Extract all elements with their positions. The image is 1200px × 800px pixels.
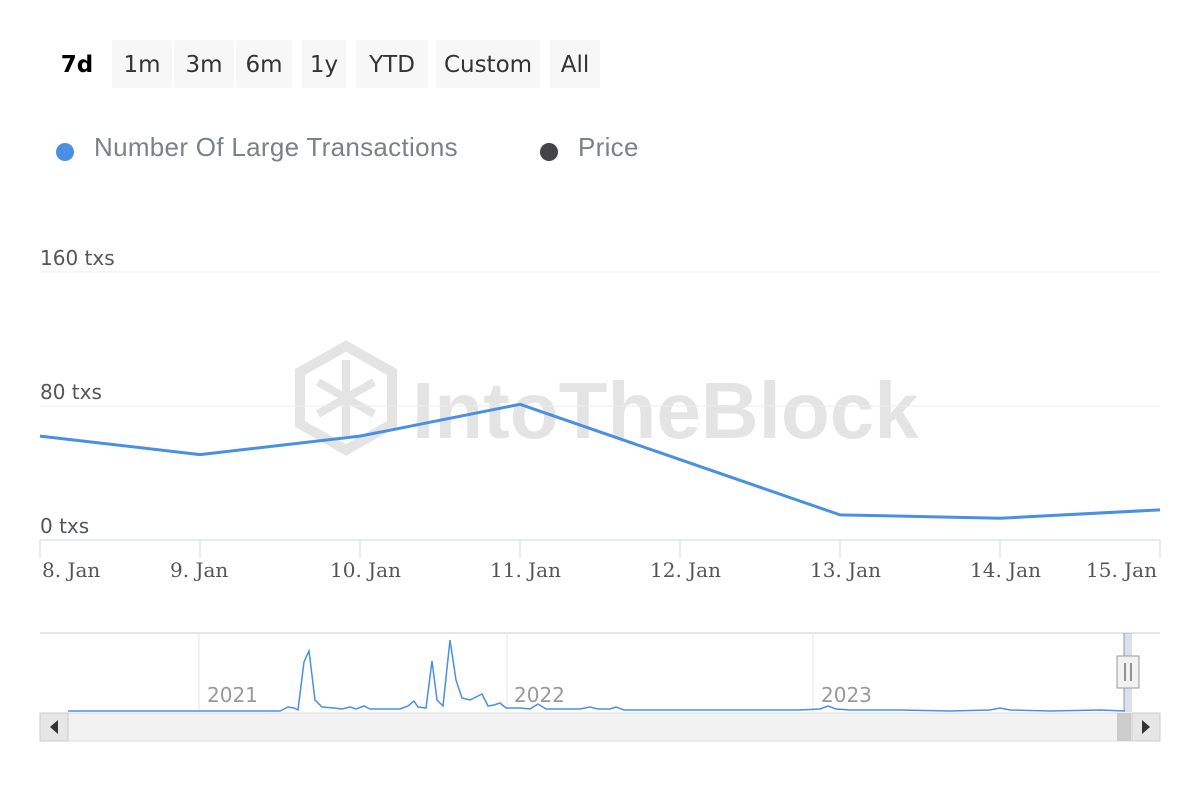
x-tick-label: 13. Jan [810,558,881,582]
scrollbar-thumb[interactable] [1117,713,1131,741]
chart-grid [40,271,1160,407]
navigator [39,632,1161,742]
watermark-hexagon-stroke [316,378,376,418]
range-button-3m[interactable]: 3m [174,40,234,88]
y-tick-label: 160 txs [40,246,115,270]
range-button-6m[interactable]: 6m [236,40,292,88]
navigator-year-label: 2021 [207,683,258,707]
chevron-right-icon [1142,720,1150,734]
range-button-ytd[interactable]: YTD [356,40,428,88]
data-point[interactable] [517,401,523,407]
data-point[interactable] [197,452,203,458]
chevron-left-icon [50,720,58,734]
range-button-1y[interactable]: 1y [302,40,346,88]
legend-label: Price [578,132,639,162]
x-tick-label: 9. Jan [170,558,229,582]
navigator-overview-line [68,639,1126,712]
range-button-custom[interactable]: Custom [436,40,540,88]
x-tick-label: 10. Jan [330,558,401,582]
y-tick-label: 0 txs [40,514,90,538]
range-button-1m[interactable]: 1m [112,40,172,88]
y-tick-label: 80 txs [40,380,102,404]
series-line-large-transactions[interactable] [39,402,1161,520]
x-axis [39,539,1161,558]
data-point[interactable] [677,457,683,463]
navigator-year-label: 2022 [514,683,565,707]
data-point[interactable] [1157,507,1163,513]
watermark-hexagon-stroke [316,378,376,418]
series-layer [37,401,1163,521]
navigator-handle[interactable] [1116,655,1140,689]
range-button-7d[interactable]: 7d [52,40,102,88]
x-tick-label: 15. Jan [1086,558,1157,582]
x-tick-label: 14. Jan [970,558,1041,582]
legend-marker-icon [540,143,558,161]
x-tick-label: 8. Jan [42,558,101,582]
watermark-hexagon-icon [295,340,397,456]
x-tick-label: 11. Jan [490,558,561,582]
watermark-logo: IntoTheBlock [295,340,919,456]
legend-marker-icon [56,143,74,161]
data-point[interactable] [37,433,43,439]
navigator-year-label: 2023 [821,683,872,707]
range-button-all[interactable]: All [550,40,600,88]
data-point[interactable] [837,512,843,518]
legend-label: Number Of Large Transactions [94,132,458,162]
x-tick-label: 12. Jan [650,558,721,582]
data-point[interactable] [357,433,363,439]
data-point[interactable] [997,515,1003,521]
scrollbar-track[interactable] [39,712,1161,742]
